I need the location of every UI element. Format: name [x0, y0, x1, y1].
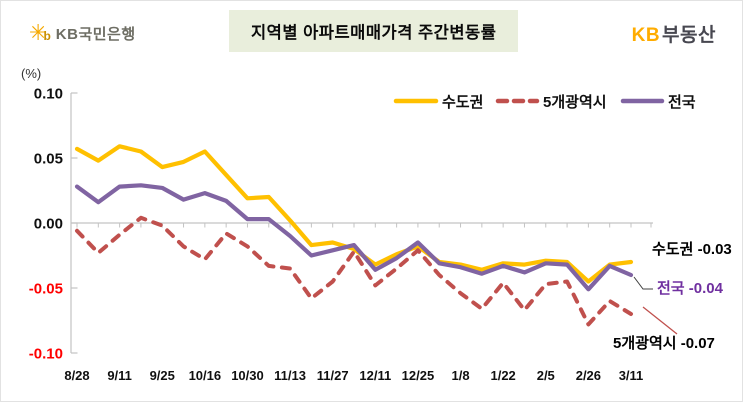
kb-bank-logo: ✳b KB국민은행 — [29, 22, 136, 45]
annotation-전국: 전국 -0.04 — [657, 280, 724, 297]
x-tick-label: 9/11 — [107, 368, 132, 383]
y-tick-label: 0.05 — [34, 151, 63, 168]
legend-label-수도권: 수도권 — [442, 93, 483, 111]
kb-bank-logo-text: KB국민은행 — [55, 26, 136, 43]
chart-title: 지역별 아파트매매가격 주간변동률 — [229, 10, 519, 52]
kb-star-icon: ✳b — [29, 20, 51, 45]
legend-label-전국: 전국 — [668, 94, 696, 111]
annotation-leader-5개광역시 — [642, 306, 678, 335]
x-tick-label: 9/25 — [150, 368, 175, 383]
kb-realestate-name: 부동산 — [662, 25, 716, 46]
kb-realestate-kb: KB — [631, 25, 661, 46]
x-tick-label: 1/22 — [490, 368, 515, 383]
series-line-5개광역시 — [75, 215, 633, 327]
x-tick-label: 11/27 — [317, 368, 349, 383]
kb-realestate-logo: KB 부동산 — [632, 20, 716, 47]
x-tick-label: 2/5 — [537, 368, 555, 383]
x-tick-label: 2/26 — [576, 368, 601, 383]
series-line-전국 — [74, 183, 634, 292]
y-tick-label: 0.10 — [34, 86, 63, 103]
y-tick-label: -0.05 — [29, 281, 63, 298]
x-tick-label: 10/16 — [189, 368, 222, 383]
x-tick-label: 8/28 — [64, 368, 89, 383]
y-tick-label: 0.00 — [34, 216, 63, 233]
annotation-leader-전국 — [633, 276, 653, 290]
annotation-수도권: 수도권 -0.03 — [652, 240, 732, 258]
x-tick-label: 11/13 — [274, 368, 306, 383]
legend-label-5개광역시: 5개광역시 — [543, 93, 607, 111]
x-tick-label: 12/25 — [402, 368, 435, 383]
x-tick-label: 12/11 — [359, 368, 391, 383]
series-line-수도권 — [74, 144, 634, 284]
y-axis-unit: (%) — [21, 66, 41, 81]
x-tick-label: 1/8 — [451, 368, 469, 383]
chart-title-text: 지역별 아파트매매가격 주간변동률 — [251, 24, 497, 42]
y-tick-label: -0.10 — [29, 346, 63, 363]
annotation-5개광역시: 5개광역시 -0.07 — [613, 334, 715, 352]
x-tick-label: 10/30 — [231, 368, 264, 383]
x-tick-label: 3/11 — [619, 368, 644, 383]
